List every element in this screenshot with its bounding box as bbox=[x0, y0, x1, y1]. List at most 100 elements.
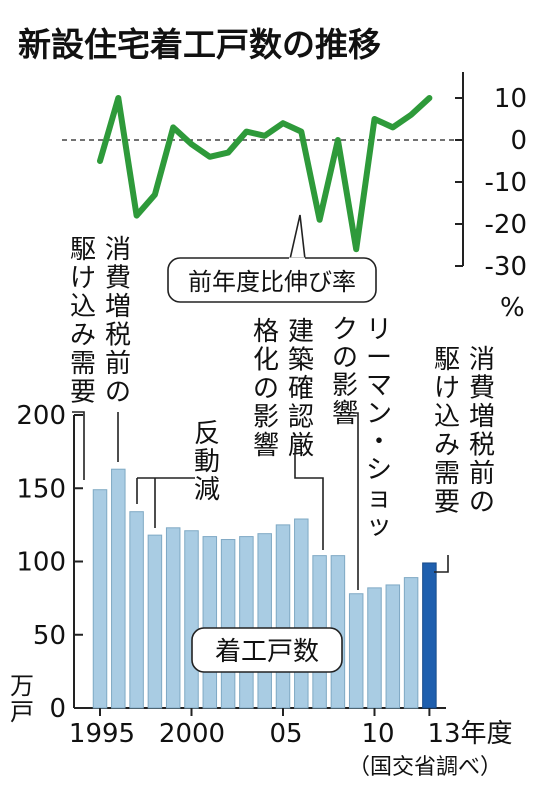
line-y-tick-label: 0 bbox=[510, 126, 527, 156]
bar bbox=[257, 533, 272, 709]
chart-title: 新設住宅着工戸数の推移 bbox=[18, 25, 381, 64]
annotation-lehman: ー bbox=[366, 343, 392, 373]
annotation-lehman: リ bbox=[366, 315, 392, 345]
line-y-tick-label: 10 bbox=[494, 84, 527, 114]
annotation-rush-1: 前 bbox=[105, 349, 131, 379]
annotation-stricter-review: 化 bbox=[253, 346, 279, 376]
annotation-lehman: ッ bbox=[366, 511, 392, 541]
bar-y-tick-label: 100 bbox=[16, 548, 66, 578]
annotation-stricter-review: の bbox=[253, 374, 279, 404]
growth-rate-series-line bbox=[97, 95, 433, 253]
growth-rate-line-chart: 10 0 -10 -20 -30 % 前年度比伸び率 bbox=[62, 72, 527, 323]
annotation-stricter-review: 確 bbox=[288, 374, 314, 404]
annotation-lehman: ・ bbox=[366, 427, 392, 457]
annotation-stricter-review: 築 bbox=[288, 346, 314, 376]
annotation-stricter-review: 影 bbox=[253, 403, 279, 433]
bar bbox=[403, 577, 419, 709]
annotation-rush-1: 要 bbox=[70, 378, 96, 408]
annotation-lehman: マ bbox=[366, 371, 392, 401]
annotation-backlash: 動 bbox=[194, 447, 220, 477]
bar-x-tick-label: 13年度 bbox=[427, 719, 512, 749]
bar-y-tick-label: 50 bbox=[33, 621, 66, 651]
line-y-tick-label: -30 bbox=[485, 252, 527, 282]
leader-rush-2 bbox=[434, 555, 449, 573]
bar-series-label: 着工戸数 bbox=[215, 637, 319, 667]
bar bbox=[129, 511, 144, 709]
line-y-unit-label: % bbox=[500, 293, 525, 323]
annotation-rush-2: 税 bbox=[469, 431, 495, 461]
annotation-stricter-review: 認 bbox=[288, 403, 314, 433]
annotation-rush-2: み bbox=[434, 431, 460, 461]
leader-stricter-review bbox=[294, 448, 324, 550]
annotation-rush-1: み bbox=[70, 321, 96, 351]
bar bbox=[385, 584, 401, 709]
annotation-rush-2: 消 bbox=[469, 345, 495, 375]
bar bbox=[220, 539, 236, 709]
bar bbox=[92, 489, 108, 709]
bar-x-tick-label: 1995 bbox=[69, 719, 135, 749]
annotation-rush-2: 需 bbox=[434, 459, 460, 489]
annotations: 消費増税前の駆け込み需要反動減建築確認厳格化の影響リーマン・ショックの影響消費増… bbox=[70, 235, 495, 541]
line-y-tick-label: -20 bbox=[485, 210, 527, 240]
annotation-leader-lines bbox=[72, 411, 449, 590]
annotation-rush-2: け bbox=[434, 374, 460, 404]
annotation-rush-2: 増 bbox=[469, 402, 495, 432]
line-series-label: 前年度比伸び率 bbox=[188, 268, 356, 296]
annotation-rush-1: 需 bbox=[70, 349, 96, 379]
line-y-tick-label: -10 bbox=[485, 168, 527, 198]
line-label-box bbox=[167, 257, 377, 303]
annotation-lehman: 響 bbox=[332, 399, 358, 429]
bar bbox=[147, 534, 163, 709]
bar-y-tick-label: 200 bbox=[16, 401, 66, 431]
bar-y-unit-label-2: 戸 bbox=[10, 698, 34, 726]
annotation-backlash: 反 bbox=[194, 419, 220, 449]
annotation-rush-1: 駆 bbox=[70, 235, 96, 265]
annotation-lehman: 影 bbox=[332, 371, 358, 401]
annotation-lehman: ン bbox=[366, 399, 392, 429]
source-note: （国交省調べ） bbox=[348, 755, 502, 780]
annotation-rush-1: け bbox=[70, 264, 96, 294]
bar bbox=[294, 518, 309, 709]
annotation-stricter-review: 建 bbox=[288, 317, 314, 347]
annotation-rush-2: 費 bbox=[469, 374, 495, 404]
housing-starts-bar-chart: 200 150 100 50 0 1995 2000 05 10 13年度 万 戸 着工戸数 bbox=[10, 401, 513, 749]
annotation-rush-2: 込 bbox=[434, 402, 460, 432]
annotation-lehman: の bbox=[332, 343, 358, 373]
annotation-rush-1: の bbox=[105, 378, 131, 408]
annotation-backlash: 減 bbox=[194, 475, 220, 505]
leader-rush-1-left bbox=[72, 411, 85, 480]
bar-y-tick-label: 150 bbox=[16, 474, 66, 504]
annotation-rush-2: 要 bbox=[434, 488, 460, 518]
annotation-rush-2: の bbox=[469, 488, 495, 518]
annotation-lehman: ク bbox=[332, 315, 358, 345]
bar-label-box bbox=[191, 627, 343, 673]
annotation-rush-2: 前 bbox=[469, 459, 495, 489]
bar bbox=[165, 527, 181, 709]
bar bbox=[348, 593, 364, 709]
annotation-rush-1: 増 bbox=[105, 292, 131, 322]
bar-y-unit-label-1: 万 bbox=[10, 672, 34, 700]
annotation-lehman: シ bbox=[366, 455, 392, 485]
annotation-stricter-review: 厳 bbox=[288, 431, 314, 461]
bar bbox=[184, 530, 199, 709]
bar-y-tick-label: 0 bbox=[49, 694, 66, 724]
annotation-rush-1: 費 bbox=[105, 264, 131, 294]
bar bbox=[202, 536, 218, 709]
bar bbox=[367, 587, 382, 709]
bar-highlight bbox=[422, 562, 437, 709]
annotation-lehman: ョ bbox=[366, 483, 392, 513]
bar-x-tick-label: 2000 bbox=[159, 719, 225, 749]
annotation-rush-1: 消 bbox=[105, 235, 131, 265]
leader-lehman bbox=[353, 412, 359, 590]
bar bbox=[275, 524, 291, 709]
annotation-stricter-review: 格 bbox=[253, 317, 279, 347]
bar bbox=[239, 536, 254, 709]
bar-x-tick-label: 10 bbox=[361, 719, 394, 749]
bar-x-tick-label: 05 bbox=[269, 719, 302, 749]
annotation-rush-1: 込 bbox=[70, 292, 96, 322]
line-label-pointer bbox=[287, 214, 307, 269]
annotation-rush-2: 駆 bbox=[434, 345, 460, 375]
bar bbox=[111, 468, 126, 709]
annotation-stricter-review: 響 bbox=[253, 431, 279, 461]
